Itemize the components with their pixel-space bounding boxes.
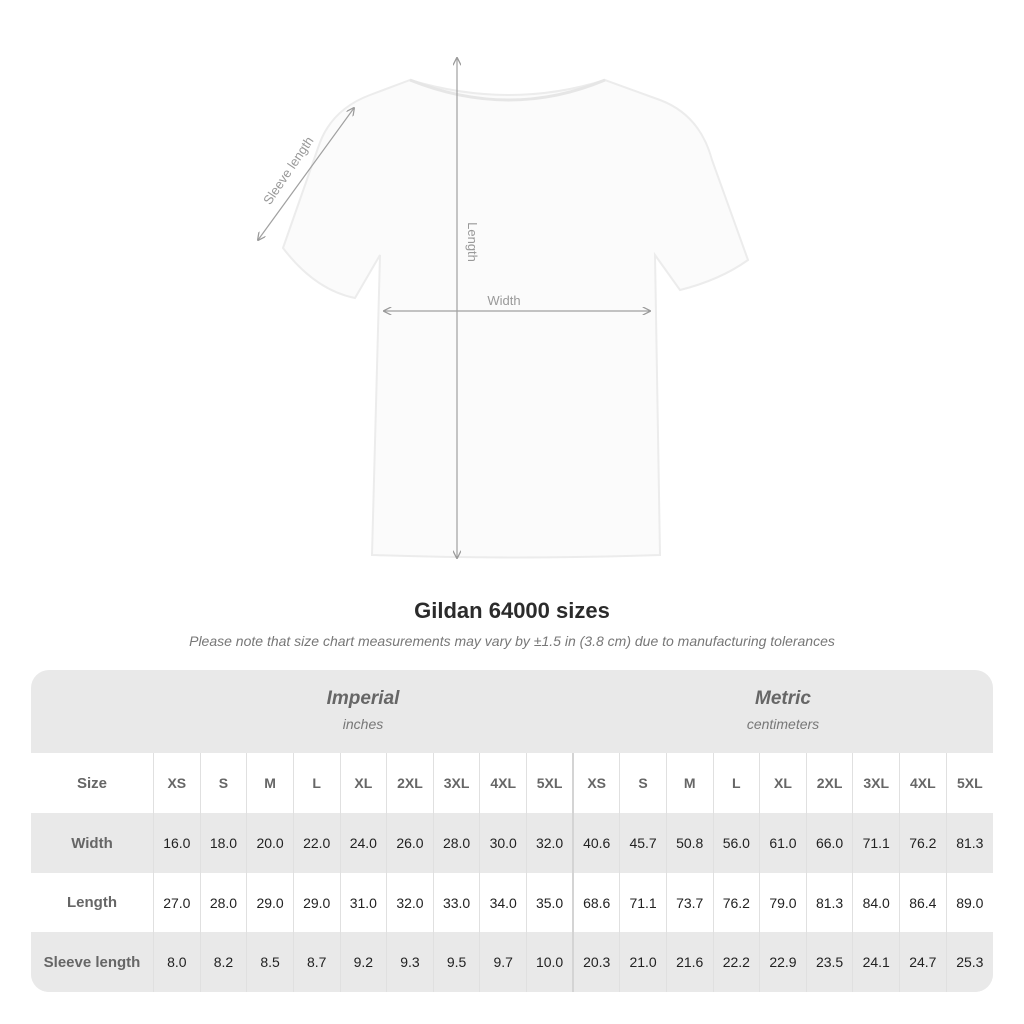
table-row: Sleeve length 8.0 8.2 8.5 8.7 9.2 9.3 9.5 9.7 10.…	[31, 932, 993, 992]
imperial-size-header: 2XL	[386, 753, 434, 813]
imperial-value-cell: 35.0	[526, 873, 574, 932]
imperial-value-cell: 34.0	[479, 873, 527, 932]
metric-value-cell: 21.0	[619, 932, 667, 992]
imperial-size-header: 3XL	[432, 753, 480, 813]
width-label: Width	[487, 293, 520, 308]
row-label: Width	[31, 813, 154, 873]
metric-value-cell: 40.6	[572, 813, 620, 873]
metric-size-header: L	[712, 753, 760, 813]
imperial-size-header: XS	[153, 753, 201, 813]
imperial-value-cell: 32.0	[526, 813, 574, 873]
imperial-value-cell: 10.0	[526, 932, 574, 992]
tshirt-shape	[281, 78, 750, 559]
imperial-size-header: XL	[339, 753, 387, 813]
imperial-value-cell: 30.0	[479, 813, 527, 873]
imperial-value-cell: 22.0	[292, 813, 340, 873]
metric-value-cell: 71.1	[619, 873, 667, 932]
metric-value-cell: 24.1	[852, 932, 900, 992]
imperial-value-cell: 29.0	[246, 873, 294, 932]
imperial-value-cell: 28.0	[199, 873, 247, 932]
imperial-value-cell: 9.5	[432, 932, 480, 992]
metric-header: Metric centimeters	[573, 670, 993, 753]
metric-value-cell: 68.6	[572, 873, 620, 932]
imperial-size-header: 4XL	[479, 753, 527, 813]
table-row: Length 27.0 28.0 29.0 29.0 31.0 32.0 33.0 34.0 35…	[31, 873, 993, 932]
imperial-value-cell: 16.0	[153, 813, 201, 873]
metric-value-cell: 22.9	[759, 932, 807, 992]
metric-value-cell: 89.0	[945, 873, 993, 932]
imperial-size-header: M	[246, 753, 294, 813]
imperial-value-cell: 8.0	[153, 932, 201, 992]
metric-value-cell: 79.0	[759, 873, 807, 932]
imperial-value-cell: 9.3	[386, 932, 434, 992]
metric-value-cell: 20.3	[572, 932, 620, 992]
metric-value-cell: 76.2	[712, 873, 760, 932]
metric-size-header: 4XL	[899, 753, 947, 813]
length-label: Length	[465, 222, 480, 262]
imperial-size-header: L	[292, 753, 340, 813]
imperial-value-cell: 8.7	[292, 932, 340, 992]
metric-value-cell: 25.3	[945, 932, 993, 992]
tolerance-note: Please note that size chart measurements…	[189, 633, 835, 649]
imperial-value-cell: 8.5	[246, 932, 294, 992]
size-table: Size XS S M L XL 2XL 3XL 4XL 5XL XS S M L XL 2XL 3XL 4XL 5…	[31, 753, 993, 992]
page-title: Gildan 64000 sizes	[414, 598, 610, 623]
metric-value-cell: 45.7	[619, 813, 667, 873]
metric-value-cell: 71.1	[852, 813, 900, 873]
metric-size-header: M	[665, 753, 713, 813]
size-header-row: Size XS S M L XL 2XL 3XL 4XL 5XL XS S M L XL 2XL 3XL 4XL 5…	[31, 753, 993, 813]
imperial-value-cell: 8.2	[199, 932, 247, 992]
metric-size-header: 5XL	[945, 753, 993, 813]
row-label: Length	[31, 873, 154, 932]
metric-value-cell: 84.0	[852, 873, 900, 932]
size-chart: Imperial inches Metric centimeters Size X…	[31, 670, 993, 992]
metric-value-cell: 56.0	[712, 813, 760, 873]
imperial-value-cell: 31.0	[339, 873, 387, 932]
metric-value-cell: 81.3	[805, 873, 853, 932]
metric-size-header: 2XL	[805, 753, 853, 813]
metric-value-cell: 66.0	[805, 813, 853, 873]
imperial-size-header: S	[199, 753, 247, 813]
imperial-title: Imperial	[326, 688, 400, 709]
metric-title: Metric	[755, 688, 811, 709]
metric-size-header: S	[619, 753, 667, 813]
imperial-unit: inches	[342, 716, 384, 732]
metric-value-cell: 86.4	[899, 873, 947, 932]
imperial-value-cell: 20.0	[246, 813, 294, 873]
imperial-value-cell: 26.0	[386, 813, 434, 873]
metric-size-header: XL	[759, 753, 807, 813]
metric-value-cell: 21.6	[665, 932, 713, 992]
imperial-value-cell: 27.0	[153, 873, 201, 932]
imperial-value-cell: 24.0	[339, 813, 387, 873]
row-label: Sleeve length	[31, 932, 154, 992]
metric-value-cell: 50.8	[665, 813, 713, 873]
tshirt-diagram: Sleeve length Length Width	[0, 0, 750, 580]
imperial-size-header: 5XL	[526, 753, 574, 813]
metric-size-header: 3XL	[852, 753, 900, 813]
metric-value-cell: 73.7	[665, 873, 713, 932]
table-row: Width 16.0 18.0 20.0 22.0 24.0 26.0 28.0 30.0 32.…	[31, 813, 993, 873]
row-label: Size	[31, 753, 154, 813]
imperial-value-cell: 28.0	[432, 813, 480, 873]
imperial-value-cell: 33.0	[432, 873, 480, 932]
imperial-value-cell: 29.0	[292, 873, 340, 932]
metric-value-cell: 76.2	[899, 813, 947, 873]
imperial-value-cell: 18.0	[199, 813, 247, 873]
sleeve-measure-line	[258, 108, 354, 240]
metric-unit: centimeters	[746, 716, 820, 732]
metric-value-cell: 24.7	[899, 932, 947, 992]
metric-size-header: XS	[572, 753, 620, 813]
metric-value-cell: 81.3	[945, 813, 993, 873]
imperial-header: Imperial inches	[153, 670, 573, 753]
imperial-value-cell: 32.0	[386, 873, 434, 932]
imperial-value-cell: 9.2	[339, 932, 387, 992]
metric-value-cell: 61.0	[759, 813, 807, 873]
metric-value-cell: 23.5	[805, 932, 853, 992]
imperial-value-cell: 9.7	[479, 932, 527, 992]
metric-value-cell: 22.2	[712, 932, 760, 992]
